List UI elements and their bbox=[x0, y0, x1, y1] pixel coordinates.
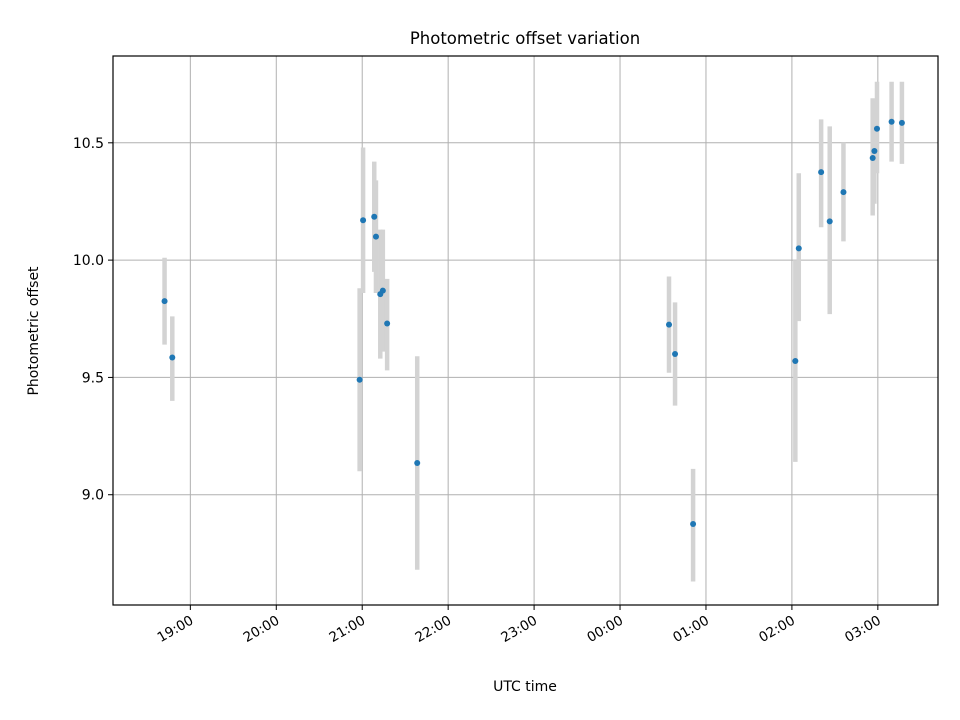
data-point bbox=[873, 125, 880, 132]
data-point bbox=[161, 298, 168, 305]
data-point bbox=[360, 217, 367, 224]
data-point bbox=[898, 119, 905, 126]
plot-frame bbox=[112, 55, 939, 606]
data-point bbox=[869, 155, 876, 162]
data-point bbox=[371, 213, 378, 220]
data-point bbox=[690, 521, 697, 528]
y-tick-label: 9.5 bbox=[82, 370, 104, 386]
chart-title: Photometric offset variation bbox=[410, 29, 640, 48]
data-point bbox=[372, 233, 379, 240]
y-axis-label: Photometric offset bbox=[26, 266, 42, 396]
data-point bbox=[169, 354, 176, 361]
data-point bbox=[792, 358, 799, 364]
data-point bbox=[818, 169, 825, 176]
data-point bbox=[795, 245, 802, 252]
y-tick-label: 10.0 bbox=[73, 253, 104, 269]
y-tick-label: 9.0 bbox=[82, 488, 104, 504]
x-axis-label: UTC time bbox=[493, 679, 557, 695]
data-point bbox=[888, 118, 895, 125]
data-point bbox=[414, 460, 421, 467]
data-point bbox=[871, 148, 878, 155]
data-point bbox=[840, 189, 847, 196]
y-axis-ticks: 9.0 9.5 10.0 10.5 bbox=[73, 136, 113, 504]
data-point bbox=[356, 376, 363, 383]
data-point bbox=[826, 218, 833, 225]
data-point bbox=[666, 321, 673, 328]
data-point bbox=[672, 350, 679, 357]
y-tick-label: 10.5 bbox=[73, 136, 104, 152]
data-points bbox=[161, 118, 905, 528]
data-point bbox=[379, 287, 386, 294]
data-point bbox=[384, 320, 391, 327]
